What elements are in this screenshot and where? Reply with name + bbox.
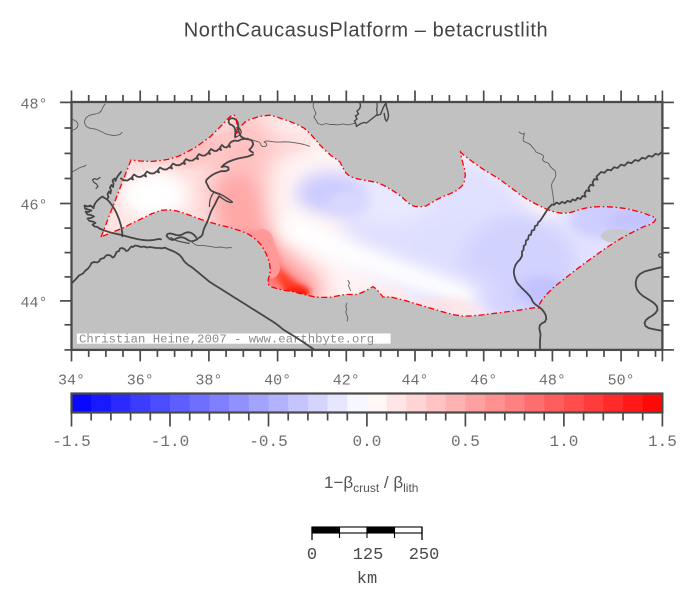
svg-text:38°: 38°	[195, 373, 222, 390]
svg-text:34°: 34°	[58, 373, 85, 390]
svg-text:44°: 44°	[20, 295, 47, 312]
svg-text:-1.0: -1.0	[151, 433, 189, 451]
svg-text:Christian Heine,2007 - www.ear: Christian Heine,2007 - www.earthbyte.org	[79, 332, 374, 346]
svg-text:0.0: 0.0	[352, 433, 381, 451]
svg-text:250: 250	[409, 546, 440, 565]
svg-text:km: km	[357, 570, 377, 589]
svg-text:1−βcrust / βlith: 1−βcrust / βlith	[324, 473, 418, 495]
svg-text:46°: 46°	[20, 198, 47, 215]
svg-text:1.5: 1.5	[648, 433, 677, 451]
svg-text:0.5: 0.5	[451, 433, 480, 451]
svg-text:-0.5: -0.5	[249, 433, 287, 451]
svg-text:NorthCaucasusPlatform – betacr: NorthCaucasusPlatform – betacrustlith	[184, 20, 549, 42]
svg-text:46°: 46°	[470, 373, 497, 390]
svg-text:48°: 48°	[20, 97, 47, 114]
svg-text:36°: 36°	[127, 373, 154, 390]
svg-text:48°: 48°	[539, 373, 566, 390]
svg-text:44°: 44°	[401, 373, 428, 390]
svg-text:42°: 42°	[333, 373, 360, 390]
svg-text:-1.5: -1.5	[52, 433, 90, 451]
svg-text:125: 125	[353, 546, 384, 565]
svg-text:40°: 40°	[264, 373, 291, 390]
svg-text:0: 0	[307, 546, 317, 565]
svg-text:1.0: 1.0	[549, 433, 578, 451]
svg-text:50°: 50°	[608, 373, 635, 390]
